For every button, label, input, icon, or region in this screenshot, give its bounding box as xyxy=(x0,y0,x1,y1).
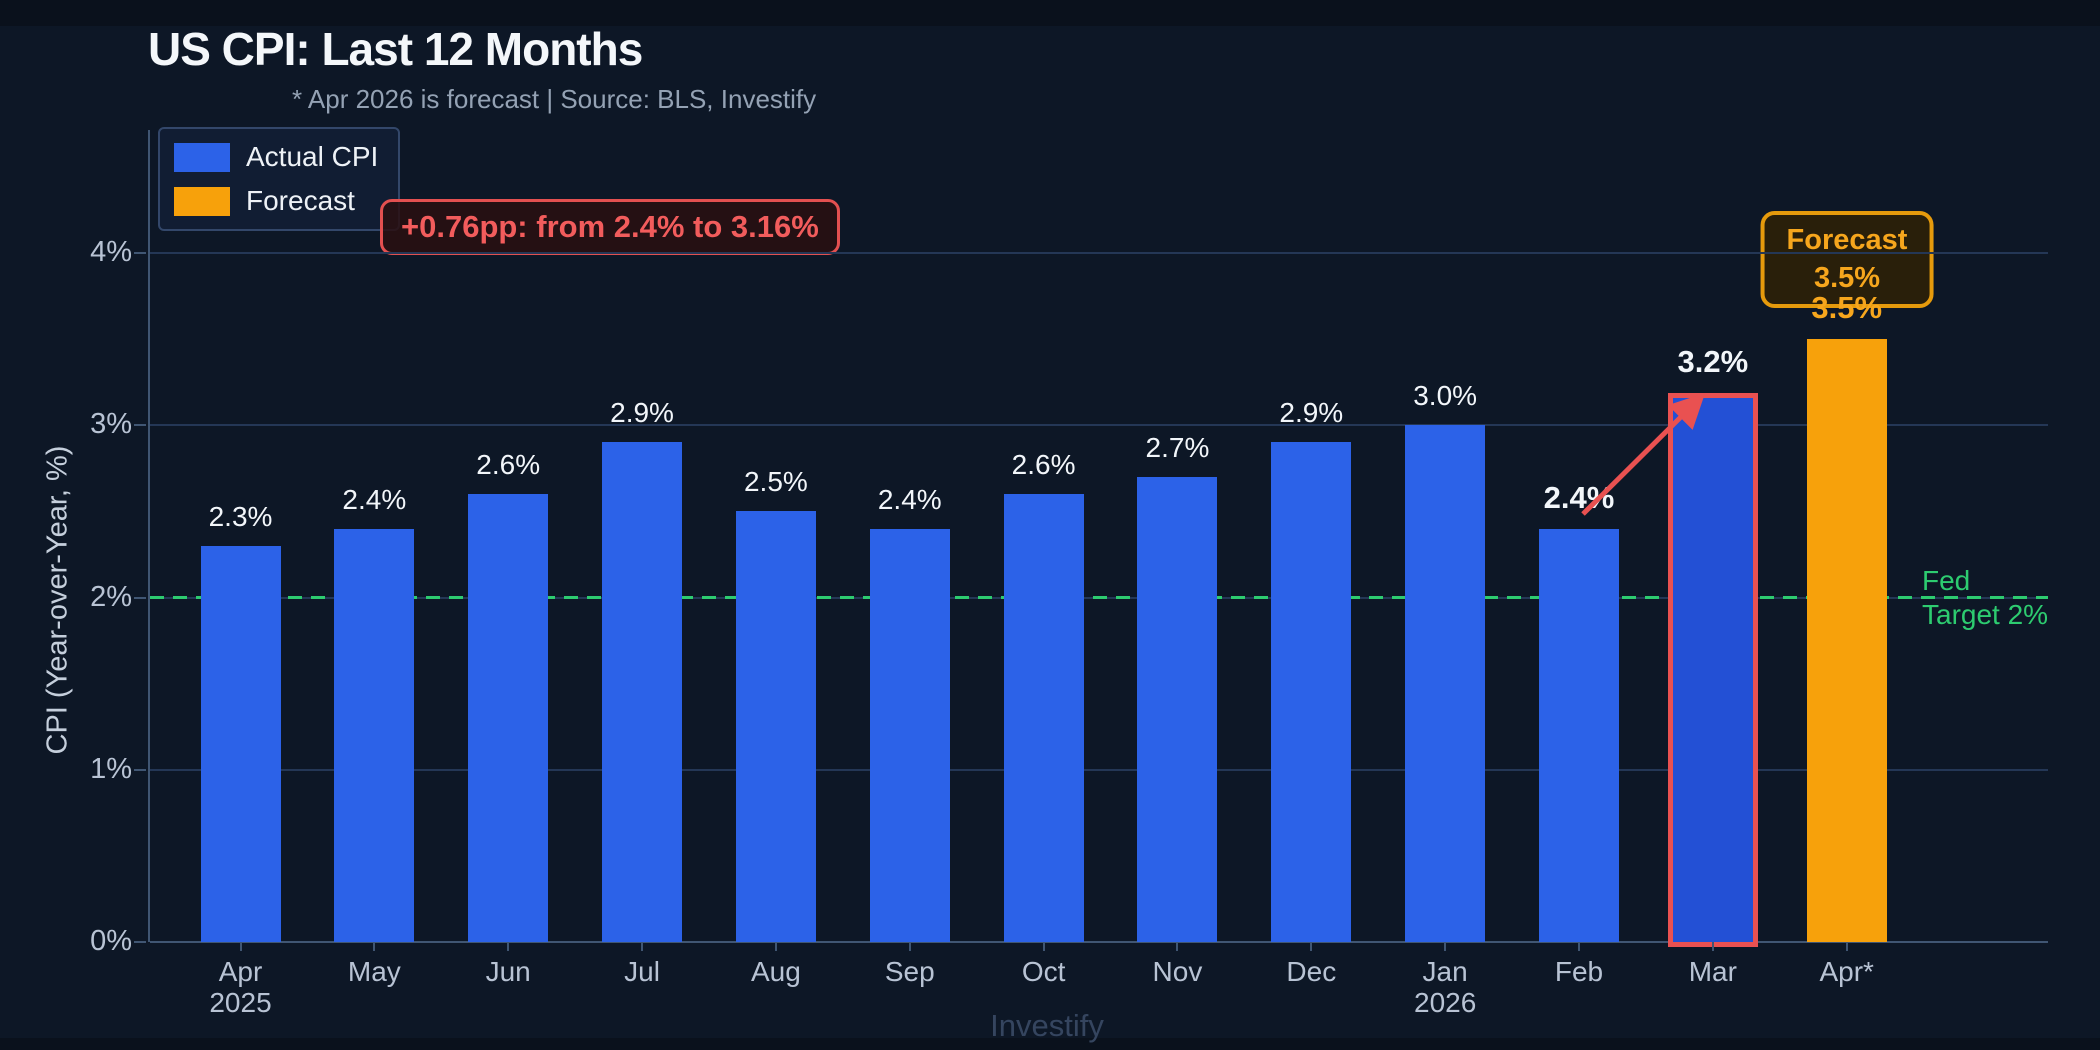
bar-dec[interactable] xyxy=(1271,442,1352,942)
change-annotation: +0.76pp: from 2.4% to 3.16% xyxy=(380,199,840,255)
x-tick-jul xyxy=(641,942,644,951)
fed-target-label: Fed Target 2% xyxy=(1922,564,2048,632)
legend: Actual CPI Forecast xyxy=(158,127,401,231)
y-tick-label-2pct: 2% xyxy=(90,580,132,613)
gridline-3pct xyxy=(150,424,2048,427)
x-axis-spine xyxy=(150,941,2048,943)
actual-cpi-swatch xyxy=(174,142,230,172)
x-tick-label-jul: Jul xyxy=(624,956,660,987)
bar-value-mar: 3.2% xyxy=(1677,343,1749,379)
frame-top-strip xyxy=(0,0,2100,26)
bar-jun[interactable] xyxy=(468,494,549,942)
x-tick-oct xyxy=(1042,942,1045,951)
watermark: Investify xyxy=(990,1008,1104,1043)
bar-value-nov: 2.7% xyxy=(1145,431,1210,463)
x-tick-label-nov: Nov xyxy=(1152,956,1203,987)
fed-target-line xyxy=(150,596,2048,599)
bar-feb[interactable] xyxy=(1539,528,1619,942)
bar-jan-2026[interactable] xyxy=(1405,425,1486,942)
legend-item-actual[interactable]: Actual CPI xyxy=(174,141,378,173)
bar-nov[interactable] xyxy=(1137,476,1218,942)
x-tick-apr-2025 xyxy=(239,942,242,951)
bar-value-jun: 2.6% xyxy=(476,449,541,481)
y-tick-label-4pct: 4% xyxy=(90,236,132,268)
y-tick-label-3pct: 3% xyxy=(90,408,132,441)
bar-value-apr-2025: 2.3% xyxy=(208,500,273,532)
gridline-4pct xyxy=(150,252,2048,254)
x-tick-feb xyxy=(1578,942,1580,951)
frame-bottom-strip xyxy=(0,1038,2100,1050)
bar-value-jul: 2.9% xyxy=(610,397,674,429)
bar-jul[interactable] xyxy=(602,442,683,942)
y-tick-2pct xyxy=(134,596,146,599)
x-tick-jun xyxy=(507,942,510,951)
bar-aug[interactable] xyxy=(735,511,816,942)
legend-label-forecast: Forecast xyxy=(246,185,355,216)
bar-value-sep: 2.4% xyxy=(877,483,942,515)
y-tick-0pct xyxy=(134,941,146,943)
chart-subtitle: * Apr 2026 is forecast | Source: BLS, In… xyxy=(292,84,817,114)
x-tick-jan-2026 xyxy=(1444,942,1447,951)
fed-target-label-line2: Target 2% xyxy=(1922,599,2049,630)
x-tick-label-may: May xyxy=(347,956,401,987)
chart-title: US CPI: Last 12 Months xyxy=(148,23,643,75)
bar-value-feb: 2.4% xyxy=(1543,479,1615,515)
x-tick-label-aug: Aug xyxy=(750,956,801,987)
y-tick-label-1pct: 1% xyxy=(90,752,132,785)
forecast-swatch xyxy=(174,186,230,216)
legend-label-actual: Actual CPI xyxy=(246,141,379,172)
bar-oct[interactable] xyxy=(1003,494,1084,942)
x-tick-label-dec: Dec xyxy=(1286,956,1337,987)
x-tick-may xyxy=(373,942,376,951)
bar-may[interactable] xyxy=(334,528,415,942)
x-tick-label-sep: Sep xyxy=(884,956,935,987)
x-tick-dec xyxy=(1310,942,1313,951)
x-tick-label-oct: Oct xyxy=(1021,956,1066,987)
x-tick-label-apr-2025: Apr 2025 xyxy=(209,956,272,1018)
x-tick-apr-forecast xyxy=(1845,942,1848,951)
bar-value-apr-forecast: 3.5% xyxy=(1811,290,1883,326)
x-tick-aug xyxy=(774,942,777,951)
bar-value-oct: 2.6% xyxy=(1011,449,1076,481)
y-tick-label-0pct: 0% xyxy=(90,925,132,957)
x-tick-label-jan-2026: Jan 2026 xyxy=(1413,956,1477,1018)
x-tick-label-apr-forecast: Apr* xyxy=(1819,956,1874,987)
x-tick-label-mar: Mar xyxy=(1688,956,1737,987)
bar-apr-2025[interactable] xyxy=(200,545,281,942)
forecast-annotation-line2: 3.5% xyxy=(1813,262,1881,295)
bar-sep[interactable] xyxy=(869,528,950,942)
x-tick-mar xyxy=(1711,942,1714,951)
y-tick-4pct xyxy=(134,252,146,254)
forecast-annotation-line1: Forecast xyxy=(1786,224,1908,256)
forecast-annotation: Forecast 3.5% xyxy=(1760,211,1934,308)
x-tick-label-feb: Feb xyxy=(1554,956,1604,987)
legend-item-forecast[interactable]: Forecast xyxy=(174,185,378,217)
bar-mar[interactable] xyxy=(1667,392,1758,947)
bar-value-jan-2026: 3.0% xyxy=(1413,380,1478,412)
y-tick-3pct xyxy=(134,424,146,427)
fed-target-label-line1: Fed xyxy=(1922,565,1971,596)
gridline-1pct xyxy=(150,768,2048,771)
x-tick-sep xyxy=(908,942,911,951)
bar-value-aug: 2.5% xyxy=(743,466,808,498)
y-axis-spine xyxy=(148,130,150,942)
y-tick-1pct xyxy=(134,768,146,771)
bar-value-may: 2.4% xyxy=(342,483,407,515)
bar-value-dec: 2.9% xyxy=(1279,397,1344,429)
x-tick-nov xyxy=(1176,942,1179,951)
x-tick-label-jun: Jun xyxy=(485,956,531,987)
bar-apr-forecast[interactable] xyxy=(1806,339,1887,942)
